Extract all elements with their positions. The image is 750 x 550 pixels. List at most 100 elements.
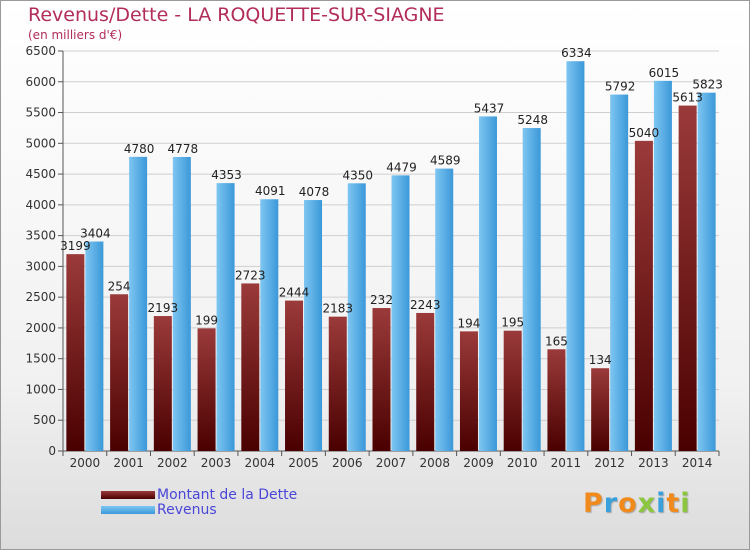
logo-letter: i (680, 488, 691, 519)
data-label-dette: 165 (545, 334, 568, 348)
y-tick-label: 2500 (25, 290, 56, 304)
y-tick-label: 4500 (25, 167, 56, 181)
data-label-revenus: 4778 (168, 142, 199, 156)
x-tick-label: 2002 (157, 456, 188, 470)
legend-swatch-dette (101, 490, 155, 499)
data-label-dette: 199 (195, 313, 218, 327)
bar-revenus (566, 61, 585, 451)
bar-dette (372, 308, 391, 451)
bar-dette (197, 328, 216, 451)
x-tick-label: 2005 (288, 456, 319, 470)
data-label-revenus: 5248 (517, 113, 548, 127)
logo-letter: o (618, 488, 638, 519)
data-label-revenus: 4479 (386, 160, 417, 174)
data-label-dette: 232 (370, 293, 393, 307)
y-tick-label: 6500 (25, 44, 56, 58)
legend-item-revenus: Revenus (101, 501, 297, 518)
bar-revenus (391, 175, 410, 451)
data-label-dette: 2183 (322, 302, 353, 316)
bar-dette (153, 316, 172, 451)
data-label-dette: 3199 (60, 239, 91, 253)
data-label-dette: 5613 (672, 91, 703, 105)
legend-label-revenus: Revenus (157, 501, 217, 518)
bar-dette (285, 300, 304, 451)
legend: Montant de la Dette Revenus (101, 486, 298, 518)
y-tick-label: 3500 (25, 229, 56, 243)
legend-swatch-revenus (101, 505, 155, 514)
bar-revenus (653, 80, 672, 451)
y-tick-label: 0 (48, 444, 56, 458)
data-label-dette: 195 (501, 316, 524, 330)
bar-dette (328, 316, 347, 451)
grid-lines (63, 50, 719, 452)
data-label-dette: 2193 (148, 301, 179, 315)
y-tick-label: 1500 (25, 352, 56, 366)
bar-dette (416, 312, 435, 451)
data-label-dette: 2444 (279, 286, 310, 300)
x-tick-label: 2014 (682, 456, 713, 470)
data-label-revenus: 4350 (342, 168, 373, 182)
chart-title: Revenus/Dette - LA ROQUETTE-SUR-SIAGNE (28, 4, 445, 26)
bars (66, 61, 716, 452)
bar-revenus (260, 199, 279, 451)
x-tick-label: 2001 (113, 456, 144, 470)
data-label-revenus: 4078 (299, 185, 330, 199)
bar-revenus (172, 156, 191, 451)
bar-dette (634, 140, 653, 451)
bar-dette (678, 105, 697, 451)
data-label-dette: 5040 (629, 126, 660, 140)
data-label-revenus: 4353 (211, 168, 242, 182)
x-tick-label: 2000 (70, 456, 101, 470)
bar-dette (459, 331, 478, 451)
logo-letter: t (666, 488, 681, 519)
bar-dette (503, 330, 522, 451)
bar-revenus (85, 241, 104, 451)
data-label-dette: 2243 (410, 298, 441, 312)
x-tick-label: 2008 (419, 456, 450, 470)
x-tick-label: 2003 (201, 456, 232, 470)
bar-dette (66, 254, 85, 451)
data-label-dette: 254 (108, 279, 131, 293)
bar-dette (110, 294, 129, 451)
x-tick-label: 2007 (376, 456, 407, 470)
bar-revenus (347, 183, 366, 452)
x-tick-label: 2011 (551, 456, 582, 470)
bar-revenus (522, 128, 541, 451)
y-tick-label: 4000 (25, 198, 56, 212)
y-tick-label: 3000 (25, 259, 56, 273)
chart-subtitle: (en milliers d'€) (28, 28, 123, 42)
bar-revenus (610, 94, 629, 452)
bar-dette (241, 283, 260, 451)
y-axis-ticks: 0 500 1000 1500 2000 2500 3000 3500 4000 4500 5000… (25, 44, 719, 458)
bar-dette (547, 349, 566, 451)
legend-item-dette: Montant de la Dette (101, 486, 298, 503)
x-tick-label: 2009 (463, 456, 494, 470)
y-tick-label: 5000 (25, 136, 56, 150)
bar-revenus (697, 92, 716, 452)
proxiti-logo: Proxiti (583, 488, 691, 519)
x-tick-label: 2012 (594, 456, 625, 470)
logo-letter: x (637, 488, 657, 519)
bar-dette (591, 368, 610, 451)
data-label-revenus: 4589 (430, 154, 461, 168)
bar-revenus (216, 183, 235, 451)
data-label-dette: 2723 (235, 268, 266, 282)
legend-label-dette: Montant de la Dette (157, 486, 298, 503)
x-tick-label: 2004 (245, 456, 276, 470)
y-tick-label: 1000 (25, 382, 56, 396)
data-label-revenus: 5792 (605, 80, 636, 94)
data-label-revenus: 4780 (124, 142, 155, 156)
y-tick-label: 500 (33, 413, 56, 427)
x-tick-label: 2013 (638, 456, 669, 470)
x-tick-label: 2006 (332, 456, 363, 470)
bar-revenus (129, 156, 148, 451)
logo-letter: i (656, 488, 667, 519)
bar-revenus (304, 200, 323, 451)
data-label-revenus: 6334 (561, 46, 592, 60)
data-label-revenus: 3404 (80, 227, 111, 241)
x-tick-label: 2010 (507, 456, 538, 470)
data-label-revenus: 5823 (692, 78, 723, 92)
